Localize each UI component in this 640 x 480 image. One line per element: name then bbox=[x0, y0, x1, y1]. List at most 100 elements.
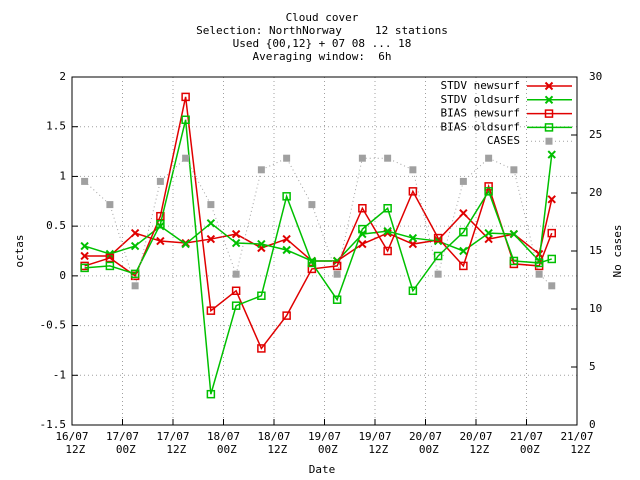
point bbox=[231, 238, 241, 248]
point bbox=[384, 154, 392, 162]
point bbox=[358, 239, 367, 249]
point bbox=[105, 253, 115, 263]
legend-label: STDV oldsurf bbox=[441, 93, 520, 106]
point bbox=[434, 270, 442, 278]
point bbox=[257, 344, 266, 353]
point bbox=[509, 229, 519, 239]
point bbox=[131, 282, 139, 290]
point bbox=[547, 254, 556, 264]
legend-marker bbox=[544, 95, 554, 105]
x-axis-label: Date bbox=[309, 463, 336, 476]
y2-tick-label: 30 bbox=[589, 70, 602, 83]
point bbox=[433, 233, 443, 243]
point bbox=[534, 258, 544, 268]
point bbox=[547, 150, 556, 159]
x-tick-label: 20/07 00Z bbox=[409, 430, 442, 456]
point bbox=[156, 177, 164, 185]
legend-marker bbox=[544, 109, 554, 118]
point bbox=[282, 311, 291, 320]
point bbox=[206, 306, 216, 315]
title-line: Selection: NorthNorway 12 stations bbox=[196, 24, 448, 37]
point bbox=[282, 245, 291, 255]
legend-marker bbox=[545, 137, 553, 145]
y2-tick-label: 0 bbox=[589, 418, 596, 431]
plot-frame bbox=[71, 76, 578, 426]
y-axis-label: octas bbox=[13, 234, 26, 267]
point bbox=[383, 203, 392, 213]
point bbox=[408, 187, 418, 196]
series-line bbox=[84, 154, 553, 263]
y-tick-label: 1 bbox=[59, 169, 66, 182]
point bbox=[459, 246, 468, 256]
y-tick-label: 0 bbox=[59, 269, 66, 282]
point bbox=[332, 256, 342, 266]
series-line bbox=[84, 96, 553, 350]
point bbox=[408, 286, 418, 296]
point bbox=[409, 166, 417, 174]
y2-tick-label: 20 bbox=[589, 186, 602, 199]
point bbox=[383, 226, 392, 236]
series-line bbox=[84, 157, 553, 288]
point bbox=[534, 249, 544, 259]
point bbox=[130, 269, 140, 279]
y2-tick-label: 15 bbox=[589, 244, 602, 257]
x-tick-label: 19/07 12Z bbox=[358, 430, 391, 456]
point bbox=[283, 154, 291, 162]
point bbox=[207, 201, 215, 209]
x-tick-label: 21/07 00Z bbox=[510, 430, 543, 456]
point bbox=[231, 301, 241, 310]
title-line: Averaging window: 6h bbox=[252, 50, 391, 63]
y-tick-label: -0.5 bbox=[40, 319, 67, 332]
point bbox=[206, 389, 216, 399]
point bbox=[106, 201, 114, 209]
point bbox=[206, 234, 216, 244]
x-tick-label: 16/07 12Z bbox=[55, 430, 88, 456]
point bbox=[433, 251, 443, 261]
point bbox=[548, 282, 556, 290]
point bbox=[257, 291, 266, 300]
x-tick-label: 18/07 00Z bbox=[207, 430, 240, 456]
point bbox=[80, 241, 89, 251]
point bbox=[181, 92, 190, 102]
point bbox=[232, 270, 240, 278]
point bbox=[80, 263, 89, 273]
point bbox=[181, 239, 190, 249]
point bbox=[484, 182, 493, 191]
point bbox=[231, 229, 241, 239]
legend-marker bbox=[544, 81, 554, 91]
point bbox=[484, 187, 493, 196]
point bbox=[383, 246, 392, 256]
point bbox=[182, 154, 190, 162]
point bbox=[358, 154, 366, 162]
point bbox=[459, 261, 468, 271]
y2-axis-label: No cases bbox=[611, 225, 624, 278]
point bbox=[156, 236, 165, 246]
point bbox=[130, 228, 140, 238]
point bbox=[257, 239, 266, 249]
x-tick-label: 19/07 00Z bbox=[308, 430, 341, 456]
point bbox=[181, 115, 190, 125]
point bbox=[156, 211, 165, 221]
point bbox=[547, 228, 556, 238]
point bbox=[484, 228, 493, 238]
y-tick-label: 2 bbox=[59, 70, 66, 83]
point bbox=[459, 227, 468, 237]
legend-label: BIAS oldsurf bbox=[441, 120, 520, 133]
x-tick-label: 17/07 00Z bbox=[106, 430, 139, 456]
point bbox=[156, 219, 165, 229]
point bbox=[408, 233, 418, 243]
x-tick-label: 18/07 12Z bbox=[257, 430, 290, 456]
x-tick-label: 20/07 12Z bbox=[459, 430, 492, 456]
point bbox=[80, 251, 89, 261]
point bbox=[231, 286, 241, 296]
legend-label: STDV newsurf bbox=[441, 79, 520, 92]
point bbox=[459, 209, 468, 218]
point bbox=[308, 201, 316, 209]
point bbox=[105, 261, 115, 271]
point bbox=[510, 166, 518, 174]
x-tick-label: 17/07 12Z bbox=[156, 430, 189, 456]
point bbox=[282, 234, 291, 244]
legend-marker bbox=[544, 123, 554, 132]
